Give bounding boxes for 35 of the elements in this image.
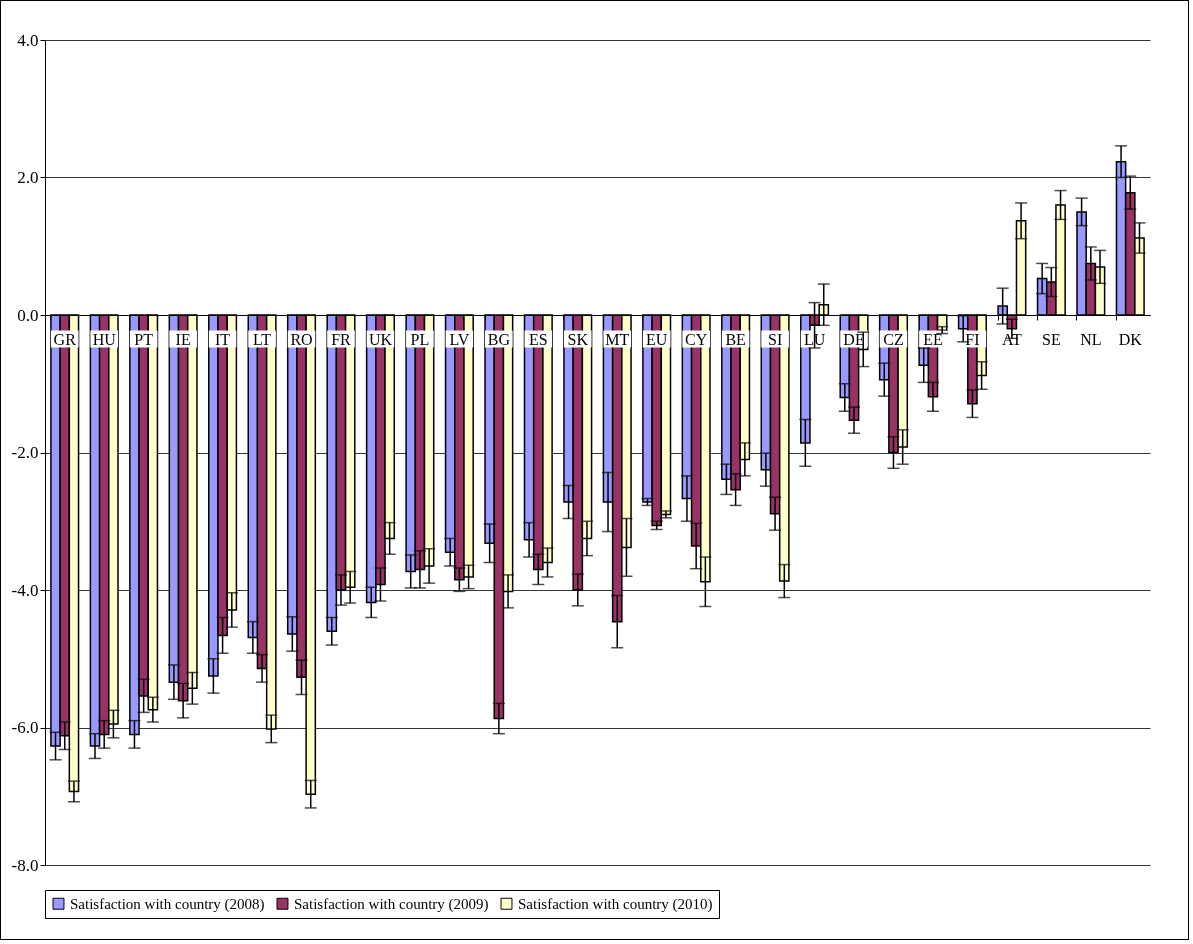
x-tick-label: LV (449, 330, 470, 348)
x-tick-label: FR (331, 330, 352, 348)
x-tick-label: IE (175, 330, 191, 348)
x-tick-label: PT (134, 330, 154, 348)
x-tick-label: EE (923, 330, 943, 348)
x-tick-label: SK (567, 330, 589, 348)
x-tick-label: ES (528, 330, 548, 348)
x-tick-label: HU (92, 330, 117, 348)
x-tick-label: LT (253, 330, 272, 348)
y-tick-label: -4.0 (11, 580, 39, 600)
x-tick-label: IT (215, 330, 231, 348)
y-tick-label: -6.0 (11, 718, 39, 737)
x-tick-label: NL (1080, 330, 1102, 348)
x-tick-label: MT (605, 330, 630, 348)
y-tick-label: 0.0 (17, 305, 39, 325)
legend-label: Satisfaction with country (2010) (518, 895, 713, 913)
legend-label: Satisfaction with country (2009) (294, 895, 489, 913)
x-tick-label: EU (646, 330, 668, 348)
y-tick-label: 4.0 (17, 30, 39, 50)
x-tick-label: BE (725, 330, 746, 348)
y-tick-label: -2.0 (11, 443, 39, 462)
x-tick-label: FI (965, 330, 980, 348)
x-tick-label: SE (1042, 330, 1061, 348)
x-tick-label: CZ (883, 330, 904, 348)
x-tick-label: CY (685, 330, 708, 348)
x-tick-label: UK (368, 330, 393, 348)
x-tick-label: RO (290, 330, 313, 348)
x-tick-label: SI (767, 330, 783, 348)
x-tick-label: DK (1118, 330, 1143, 348)
legend-label: Satisfaction with country (2008) (70, 895, 265, 913)
x-tick-label: BG (487, 330, 511, 348)
x-tick-label: GR (53, 330, 77, 348)
y-tick-label: -8.0 (11, 855, 39, 875)
y-tick-label: 2.0 (17, 168, 39, 187)
x-tick-label: PL (410, 330, 430, 348)
